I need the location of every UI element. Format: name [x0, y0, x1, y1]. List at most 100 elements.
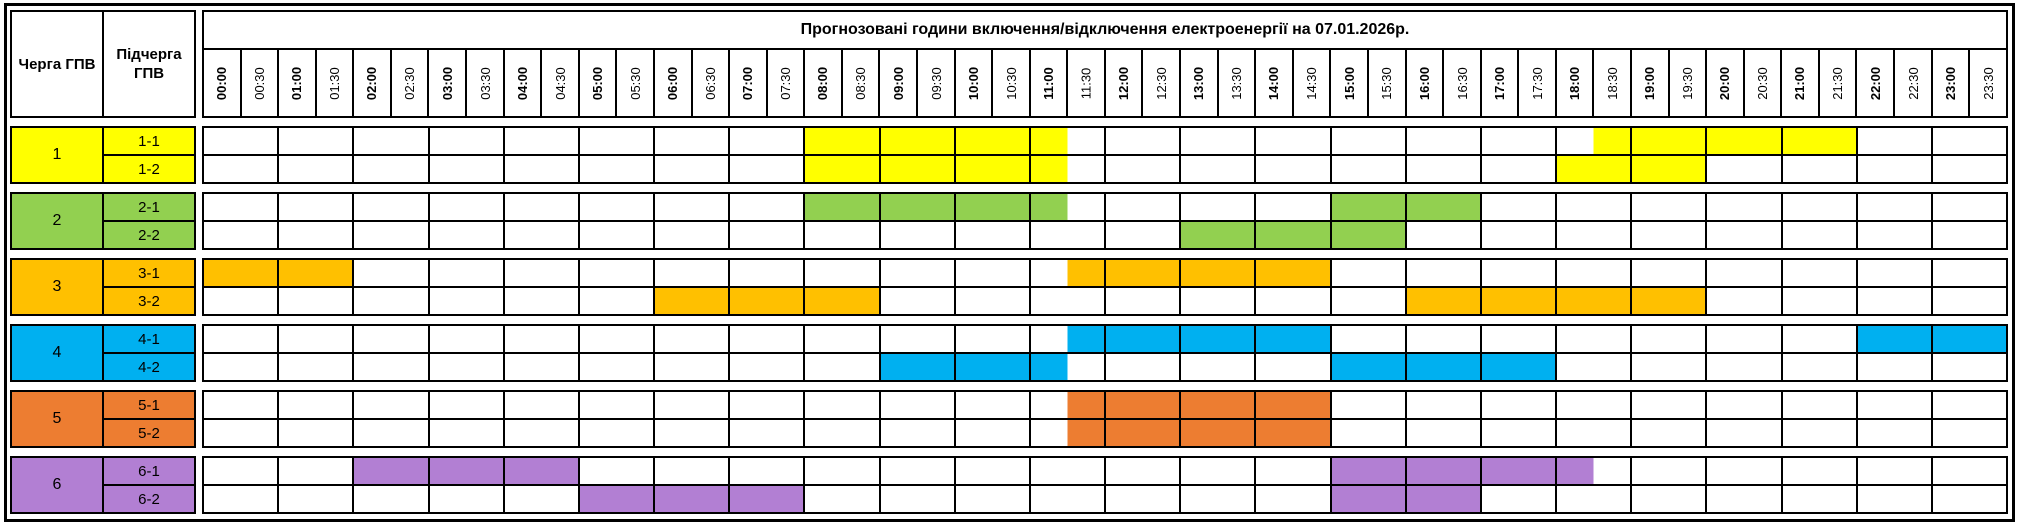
- schedule-row-6-2: [204, 486, 2006, 512]
- slot-cell-2-1-05:00: [580, 194, 656, 220]
- time-label-19:30: 19:30: [1670, 50, 1708, 116]
- slot-cell-1-2-10:00: [955, 156, 1031, 182]
- slot-cell-2-2-19:00: [1632, 222, 1708, 248]
- slot-cell-3-2-08:00: [805, 288, 881, 314]
- time-label-21:00: 21:00: [1782, 50, 1820, 116]
- slot-cell-5-2-20:00: [1707, 420, 1783, 446]
- slot-cell-1-2-17:00: [1482, 156, 1558, 182]
- slot-cell-1-2-03:00: [430, 156, 505, 182]
- slot-cell-3-1-22:00: [1858, 260, 1933, 286]
- slot-cell-1-2-13:00: [1181, 156, 1257, 182]
- subqueue-column: 6-1 6-2: [104, 458, 194, 512]
- slot-cell-3-2-15:00: [1332, 288, 1407, 314]
- slot-cell-2-2-03:00: [430, 222, 505, 248]
- slot-cell-5-2-13:00: [1181, 420, 1257, 446]
- slot-cell-5-2-17:00: [1482, 420, 1558, 446]
- slot-cell-1-2-08:00: [805, 156, 881, 182]
- slot-cell-1-2-12:00: [1106, 156, 1182, 182]
- subqueue-label-1-1: 1-1: [104, 128, 194, 156]
- time-label-00:00: 00:00: [204, 50, 242, 116]
- slot-cell-1-2-06:00: [655, 156, 731, 182]
- slot-cell-6-2-21:00: [1783, 486, 1858, 512]
- slot-cell-1-1-08:00: [805, 128, 881, 154]
- slot-cell-2-1-04:00: [505, 194, 580, 220]
- slot-cell-4-1-05:00: [580, 326, 656, 352]
- slot-cell-6-1-00:00: [204, 458, 280, 484]
- slot-cell-2-2-13:00: [1181, 222, 1257, 248]
- slot-cell-4-2-07:00: [730, 354, 806, 380]
- slot-cell-4-2-11:00: [1030, 354, 1107, 380]
- slot-cell-1-2-05:00: [580, 156, 656, 182]
- slot-cell-4-1-16:00: [1407, 326, 1482, 352]
- slot-cell-3-2-16:00: [1406, 288, 1482, 314]
- slot-cell-3-2-05:00: [580, 288, 656, 314]
- slot-cell-3-1-05:00: [580, 260, 656, 286]
- slot-cell-5-1-21:00: [1783, 392, 1858, 418]
- slot-cell-3-2-02:00: [354, 288, 430, 314]
- time-label-13:00: 13:00: [1181, 50, 1219, 116]
- slot-cell-2-1-02:00: [354, 194, 430, 220]
- slot-cell-4-1-03:00: [430, 326, 505, 352]
- slot-cell-1-1-10:00: [955, 128, 1031, 154]
- slot-cell-4-2-22:00: [1858, 354, 1933, 380]
- slot-cell-1-1-23:00: [1933, 128, 2006, 154]
- slot-cell-4-1-17:00: [1482, 326, 1558, 352]
- queue-column-header: Черга ГПВ: [12, 12, 104, 116]
- slot-cell-5-1-03:00: [430, 392, 505, 418]
- slot-cell-6-1-07:00: [730, 458, 806, 484]
- slot-cell-4-1-19:00: [1632, 326, 1708, 352]
- subqueue-column: 5-1 5-2: [104, 392, 194, 446]
- queue-block-2: 2 2-1 2-2: [10, 192, 196, 250]
- slot-cell-3-1-11:00: [1030, 260, 1107, 286]
- slot-cell-6-2-14:00: [1256, 486, 1332, 512]
- time-label-08:00: 08:00: [805, 50, 843, 116]
- slot-cell-5-1-04:00: [505, 392, 580, 418]
- slot-cell-6-2-09:00: [881, 486, 956, 512]
- slot-cell-4-1-09:00: [881, 326, 956, 352]
- time-header-block: Прогнозовані години включення/відключенн…: [202, 10, 2008, 118]
- slot-cell-4-2-16:00: [1406, 354, 1482, 380]
- slot-cell-1-1-12:00: [1106, 128, 1182, 154]
- slot-cell-1-1-05:00: [580, 128, 656, 154]
- slot-cell-5-2-21:00: [1783, 420, 1858, 446]
- slot-cell-6-1-14:00: [1256, 458, 1332, 484]
- slot-cell-5-2-00:00: [204, 420, 280, 446]
- slot-cell-2-2-17:00: [1482, 222, 1558, 248]
- slot-cell-5-1-05:00: [580, 392, 656, 418]
- slot-cell-5-1-11:00: [1030, 392, 1107, 418]
- queue-block-4: 4 4-1 4-2: [10, 324, 196, 382]
- queue-label-2: 2: [12, 194, 104, 248]
- slot-cell-3-1-12:00: [1106, 260, 1182, 286]
- subqueue-column: 4-1 4-2: [104, 326, 194, 380]
- time-label-09:30: 09:30: [918, 50, 956, 116]
- slot-cell-2-1-01:00: [279, 194, 355, 220]
- time-label-03:30: 03:30: [467, 50, 505, 116]
- slot-cell-2-2-18:00: [1557, 222, 1633, 248]
- slot-cell-2-1-07:00: [730, 194, 806, 220]
- slot-cell-6-2-02:00: [354, 486, 430, 512]
- slot-cell-1-1-13:00: [1181, 128, 1257, 154]
- time-label-10:30: 10:30: [993, 50, 1031, 116]
- time-label-15:30: 15:30: [1369, 50, 1407, 116]
- slot-cell-1-2-21:00: [1783, 156, 1858, 182]
- slot-cell-3-2-10:00: [956, 288, 1031, 314]
- slot-cell-2-1-20:00: [1707, 194, 1783, 220]
- subqueue-label-2-1: 2-1: [104, 194, 194, 222]
- slot-cell-2-2-12:00: [1106, 222, 1182, 248]
- time-label-20:00: 20:00: [1707, 50, 1745, 116]
- slot-cell-6-2-15:00: [1331, 486, 1407, 512]
- slot-cell-5-1-13:00: [1181, 392, 1257, 418]
- slot-cell-3-1-13:00: [1181, 260, 1257, 286]
- slot-cell-3-1-21:00: [1783, 260, 1858, 286]
- slot-cell-1-1-16:00: [1407, 128, 1482, 154]
- slot-cell-4-1-08:00: [805, 326, 881, 352]
- schedule-row-6-1: [204, 458, 2006, 486]
- time-label-06:00: 06:00: [655, 50, 693, 116]
- slot-cell-6-1-21:00: [1783, 458, 1858, 484]
- slot-cell-1-2-02:00: [354, 156, 430, 182]
- time-label-21:30: 21:30: [1820, 50, 1858, 116]
- slot-cell-1-2-20:00: [1707, 156, 1783, 182]
- slot-cell-6-2-04:00: [505, 486, 580, 512]
- slot-cell-6-2-10:00: [956, 486, 1031, 512]
- slot-cell-4-1-01:00: [279, 326, 355, 352]
